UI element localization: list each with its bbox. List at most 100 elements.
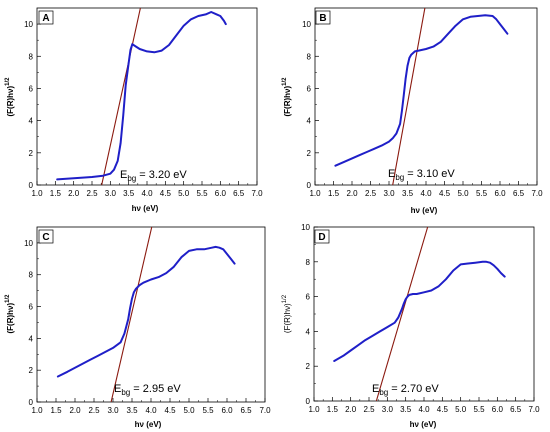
x-tick-label: 1.5 (327, 405, 339, 414)
y-tick-label: 4 (306, 327, 311, 336)
x-tick-label: 1.0 (308, 405, 320, 414)
x-tick-label: 4.5 (437, 405, 449, 414)
x-tick-label: 4.0 (420, 189, 432, 198)
x-tick-label: 3.5 (123, 189, 135, 198)
x-tick-label: 6.5 (233, 189, 245, 198)
x-tick-label: 6.0 (215, 189, 227, 198)
band-gap-annotation-sub: bg (379, 388, 388, 397)
plot-frame (36, 7, 258, 186)
y-axis-label-sup: 1/2 (5, 77, 11, 86)
x-tick-label: 5.5 (473, 405, 485, 414)
y-tick-label: 0 (307, 181, 312, 190)
x-tick-label: 6.0 (492, 405, 504, 414)
y-tick-label: 10 (24, 239, 33, 248)
tangent-line (392, 8, 426, 185)
x-tick-label: 2.5 (88, 406, 100, 415)
panel-letter-box (38, 10, 54, 25)
panel-letter-box (314, 229, 330, 244)
x-tick-label: 6.5 (240, 406, 252, 415)
plot-frame (36, 226, 266, 403)
data-curve (334, 14, 509, 167)
x-tick-label: 2.5 (363, 405, 375, 414)
y-axis-label-sup: 1/2 (282, 77, 288, 86)
y-tick-label: 10 (302, 20, 311, 29)
y-tick-label: 0 (29, 181, 34, 190)
band-gap-annotation-sub: bg (395, 173, 404, 182)
panel-letter: B (319, 13, 326, 24)
y-tick-label: 6 (29, 84, 34, 93)
x-tick-label: 4.5 (160, 189, 172, 198)
x-tick-label: 2.0 (68, 189, 80, 198)
x-tick-label: 4.0 (418, 405, 430, 414)
y-axis-label: (F(R)hν)1/2 (5, 294, 15, 334)
x-tick-label: 3.5 (126, 406, 138, 415)
x-axis-label: hν (eV) (135, 420, 162, 429)
band-gap-annotation-symbol: E (114, 383, 121, 395)
y-axis-label: (F(R)hν)1/2 (282, 294, 292, 333)
x-tick-label: 7.0 (531, 189, 543, 198)
y-axis-label: (F(R)hν)1/2 (5, 77, 15, 117)
panel-letter: D (318, 232, 325, 243)
x-tick-label: 7.0 (528, 405, 540, 414)
panel-d: 1.0 1.5 2.0 2.5 3.0 3.5 4.0 4.5 5.0 5.5 6.0 6.5 7.0 0… (282, 223, 540, 429)
y-axis-label-main: (F(R)hν) (283, 303, 292, 333)
y-axis-label-main: (F(R)hν) (6, 303, 15, 334)
y-tick-label: 4 (29, 334, 34, 343)
band-gap-annotation-value: = 2.70 eV (388, 383, 439, 395)
y-tick-label: 2 (29, 149, 34, 158)
y-axis-label-main: (F(R)hν) (283, 86, 292, 117)
x-tick-label: 3.5 (402, 189, 414, 198)
x-tick-label: 2.5 (365, 189, 377, 198)
y-tick-label: 2 (29, 366, 34, 375)
x-axis-label: hν (eV) (411, 206, 438, 215)
x-axis-label: hν (eV) (132, 204, 159, 213)
x-tick-label: 5.5 (196, 189, 208, 198)
y-tick-label: 8 (306, 258, 311, 267)
x-tick-label: 7.0 (259, 406, 271, 415)
y-tick-label: 2 (307, 149, 312, 158)
panel-c: 1.0 1.5 2.0 2.5 3.0 3.5 4.0 4.5 5.0 5.5 6.0 6.5 7.0 0… (5, 226, 271, 429)
x-tick-label: 1.0 (31, 406, 43, 415)
x-tick-label: 2.5 (86, 189, 98, 198)
x-tick-label: 4.5 (439, 189, 451, 198)
y-tick-label: 10 (24, 20, 33, 29)
x-tick-label: 5.5 (476, 189, 488, 198)
y-tick-label: 10 (301, 223, 310, 232)
panel-letter-box (38, 229, 54, 244)
band-gap-annotation-sub: bg (127, 174, 136, 183)
x-tick-label: 7.0 (251, 189, 263, 198)
y-tick-label: 6 (307, 84, 312, 93)
x-tick-label: 5.5 (202, 406, 214, 415)
x-tick-label: 2.0 (346, 189, 358, 198)
band-gap-annotation: Ebg = 2.70 eV (372, 383, 439, 397)
x-tick-label: 2.0 (69, 406, 81, 415)
data-curve (333, 260, 506, 362)
plot-frame (313, 226, 535, 402)
tangent-line (375, 227, 429, 401)
x-tick-label: 4.5 (164, 406, 176, 415)
x-tick-label: 4.0 (141, 189, 153, 198)
band-gap-annotation: Ebg = 2.95 eV (114, 383, 181, 397)
band-gap-annotation: Ebg = 3.20 eV (120, 169, 187, 183)
y-tick-label: 4 (307, 117, 312, 126)
y-tick-label: 6 (29, 303, 34, 312)
band-gap-annotation-value: = 2.95 eV (130, 383, 181, 395)
tangent-line (110, 227, 153, 402)
plot-frame (314, 7, 538, 186)
x-tick-label: 3.0 (382, 405, 394, 414)
y-tick-label: 8 (29, 52, 34, 61)
x-tick-label: 5.0 (183, 406, 195, 415)
x-tick-label: 1.0 (31, 189, 43, 198)
band-gap-annotation-symbol: E (388, 168, 395, 180)
data-curve (56, 245, 236, 378)
y-tick-label: 6 (306, 293, 311, 302)
x-tick-label: 3.0 (105, 189, 117, 198)
x-axis-label: hν (eV) (410, 420, 437, 429)
data-curve (56, 11, 227, 181)
y-tick-label: 4 (29, 117, 34, 126)
x-tick-label: 2.0 (345, 405, 357, 414)
panel-a: 1.0 1.5 2.0 2.5 3.0 3.5 4.0 4.5 5.0 5.5 6.0 6.5 7.0 0… (5, 7, 263, 213)
x-tick-label: 6.0 (494, 189, 506, 198)
x-tick-label: 3.5 (400, 405, 412, 414)
